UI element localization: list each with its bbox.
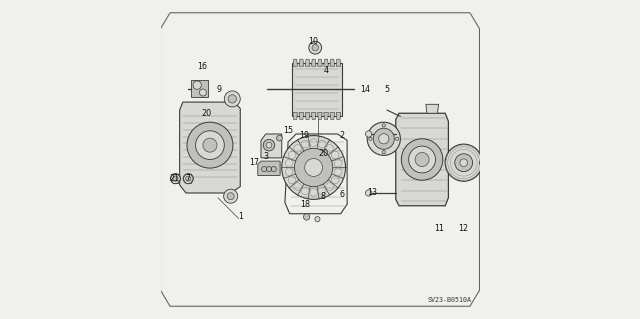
Circle shape bbox=[379, 134, 389, 144]
Circle shape bbox=[228, 95, 236, 103]
Circle shape bbox=[445, 144, 482, 181]
Circle shape bbox=[483, 160, 489, 166]
Circle shape bbox=[223, 189, 237, 203]
Circle shape bbox=[365, 131, 372, 137]
Circle shape bbox=[196, 131, 224, 160]
Circle shape bbox=[227, 193, 234, 200]
Text: 5: 5 bbox=[385, 85, 390, 94]
Polygon shape bbox=[293, 113, 298, 120]
Polygon shape bbox=[396, 113, 449, 206]
Polygon shape bbox=[317, 113, 322, 120]
Text: 16: 16 bbox=[197, 63, 207, 71]
Polygon shape bbox=[312, 113, 316, 120]
Circle shape bbox=[263, 139, 275, 151]
Text: 9: 9 bbox=[217, 85, 222, 94]
Text: 21: 21 bbox=[170, 174, 180, 183]
Circle shape bbox=[409, 146, 435, 173]
Circle shape bbox=[455, 154, 473, 172]
Circle shape bbox=[183, 174, 193, 184]
Text: 7: 7 bbox=[185, 174, 190, 183]
Text: 8: 8 bbox=[321, 192, 326, 201]
Circle shape bbox=[303, 214, 310, 220]
Polygon shape bbox=[293, 59, 298, 66]
Polygon shape bbox=[261, 134, 282, 158]
Circle shape bbox=[309, 41, 321, 54]
Polygon shape bbox=[161, 13, 479, 306]
Text: 11: 11 bbox=[435, 224, 445, 233]
Circle shape bbox=[203, 138, 217, 152]
Text: 15: 15 bbox=[283, 126, 293, 135]
Text: 1: 1 bbox=[237, 212, 243, 221]
Circle shape bbox=[282, 136, 346, 199]
Bar bbox=[292, 63, 342, 116]
Text: SV23-B0510A: SV23-B0510A bbox=[428, 297, 472, 303]
Circle shape bbox=[365, 190, 372, 196]
Text: 6: 6 bbox=[340, 190, 345, 199]
Polygon shape bbox=[191, 80, 209, 97]
Text: 10: 10 bbox=[308, 37, 319, 46]
Circle shape bbox=[187, 122, 233, 168]
Text: 14: 14 bbox=[360, 85, 370, 94]
Text: 3: 3 bbox=[263, 152, 268, 161]
Circle shape bbox=[276, 135, 282, 141]
Text: 13: 13 bbox=[367, 189, 378, 197]
Circle shape bbox=[315, 217, 320, 222]
Text: 19: 19 bbox=[299, 131, 309, 140]
Polygon shape bbox=[336, 113, 340, 120]
Circle shape bbox=[186, 176, 191, 181]
Polygon shape bbox=[305, 59, 310, 66]
Circle shape bbox=[479, 156, 492, 169]
Circle shape bbox=[305, 159, 323, 176]
Text: 20: 20 bbox=[202, 109, 212, 118]
Text: 18: 18 bbox=[301, 200, 310, 209]
Text: 17: 17 bbox=[250, 158, 260, 167]
Polygon shape bbox=[258, 161, 280, 175]
Polygon shape bbox=[324, 59, 328, 66]
Circle shape bbox=[460, 159, 468, 167]
Text: 12: 12 bbox=[458, 224, 468, 233]
Polygon shape bbox=[336, 59, 340, 66]
Text: 2: 2 bbox=[340, 131, 345, 140]
Circle shape bbox=[373, 128, 394, 149]
Polygon shape bbox=[180, 102, 240, 193]
Polygon shape bbox=[305, 113, 310, 120]
Circle shape bbox=[415, 152, 429, 167]
Circle shape bbox=[312, 44, 319, 51]
Polygon shape bbox=[426, 104, 438, 113]
Circle shape bbox=[294, 148, 333, 187]
Polygon shape bbox=[330, 113, 335, 120]
Circle shape bbox=[193, 81, 202, 89]
Circle shape bbox=[224, 91, 240, 107]
Polygon shape bbox=[312, 59, 316, 66]
Polygon shape bbox=[317, 59, 322, 66]
Circle shape bbox=[173, 176, 178, 181]
Polygon shape bbox=[324, 113, 328, 120]
Text: 4: 4 bbox=[324, 66, 329, 75]
Polygon shape bbox=[299, 113, 303, 120]
Circle shape bbox=[401, 139, 443, 180]
Polygon shape bbox=[299, 59, 303, 66]
Circle shape bbox=[200, 89, 207, 96]
Circle shape bbox=[170, 174, 180, 184]
Polygon shape bbox=[330, 59, 335, 66]
Text: 20: 20 bbox=[318, 149, 328, 158]
Circle shape bbox=[367, 122, 401, 155]
Circle shape bbox=[266, 142, 272, 148]
